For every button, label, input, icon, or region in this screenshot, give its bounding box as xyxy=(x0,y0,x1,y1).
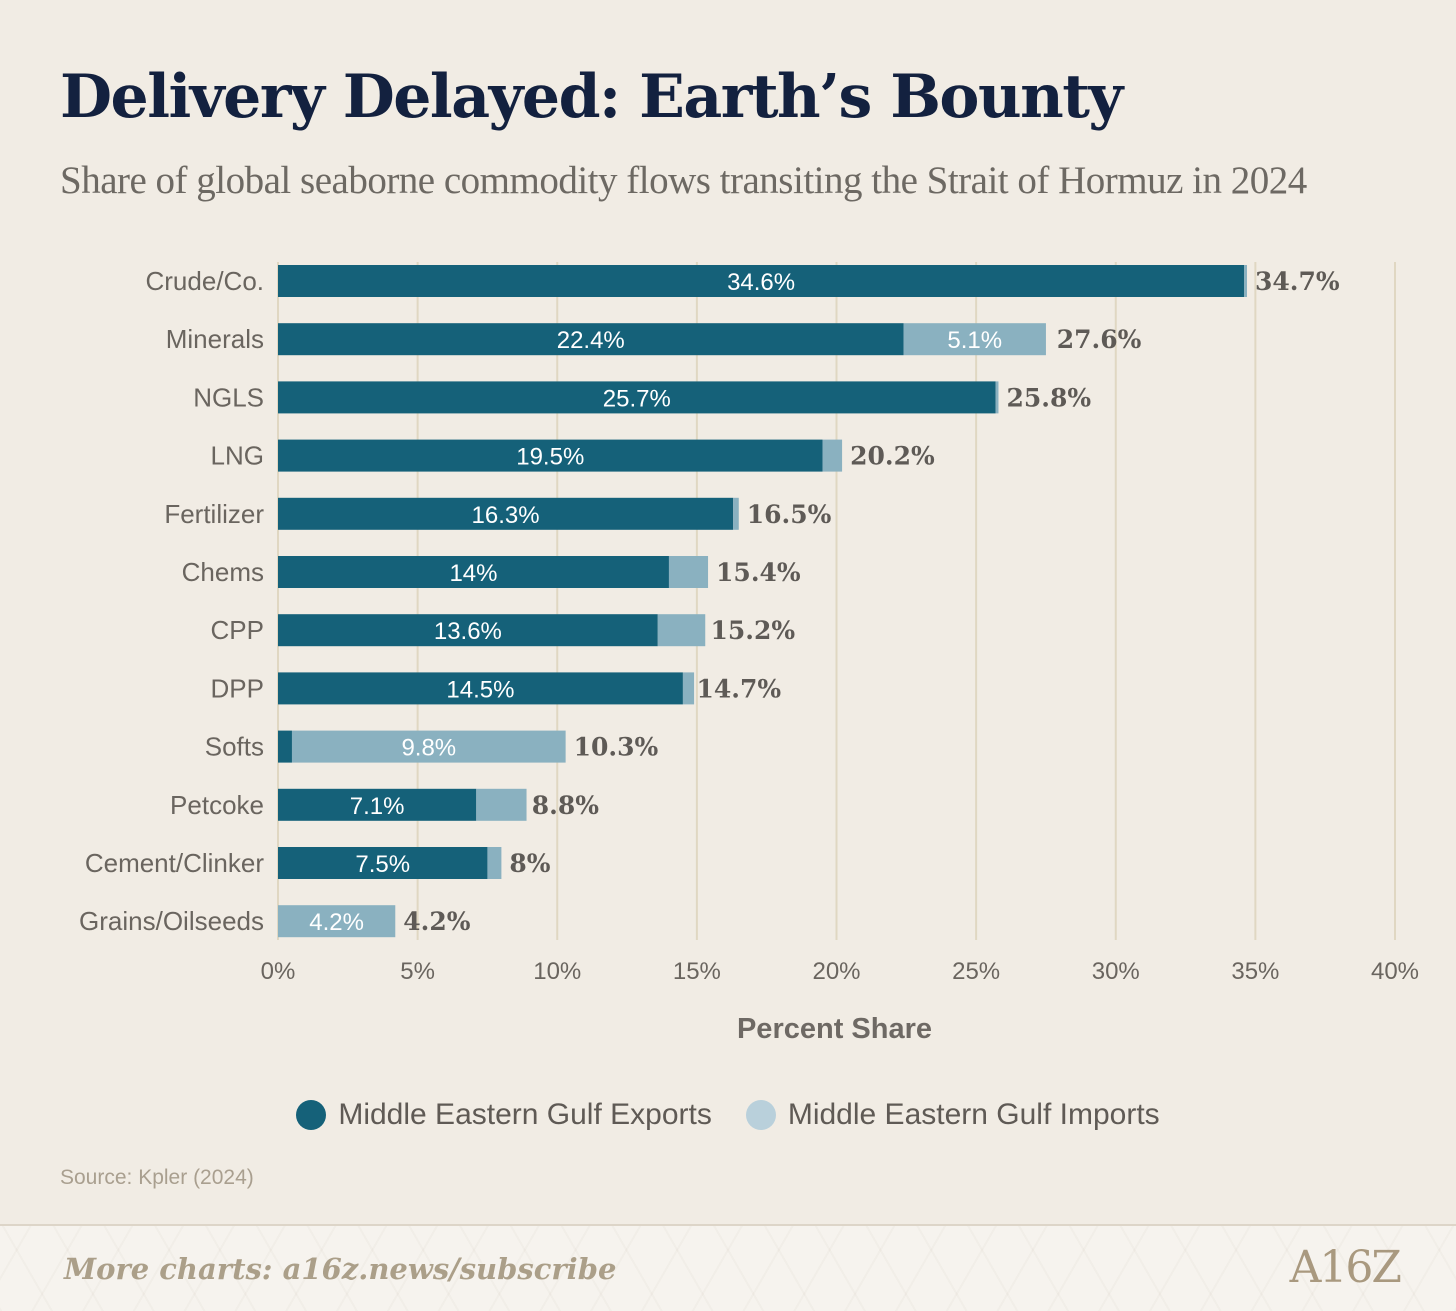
legend-swatch-exports xyxy=(296,1100,327,1130)
x-tick-label: 35% xyxy=(1231,958,1279,985)
x-tick-label: 20% xyxy=(812,958,860,985)
bar-imports xyxy=(995,381,999,414)
legend-label-imports: Middle Eastern Gulf Imports xyxy=(787,1098,1160,1131)
bar-imports xyxy=(487,847,502,879)
bar-imports xyxy=(657,614,706,647)
category-label: Crude/Co. xyxy=(146,266,265,296)
total-label: 25.8% xyxy=(1006,383,1091,412)
x-tick-label: 40% xyxy=(1371,958,1419,985)
a16z-logo: A16Z xyxy=(1289,1242,1402,1293)
bar-exports xyxy=(278,614,658,647)
category-label: Cement/Clinker xyxy=(85,848,265,878)
category-label: NGLS xyxy=(193,382,264,412)
bar-exports xyxy=(278,556,669,588)
bar-label-exports: 22.4% xyxy=(557,327,625,354)
subscribe-link[interactable]: More charts: a16z.news/subscribe xyxy=(64,1252,617,1286)
bar-exports xyxy=(278,439,823,472)
total-label: 15.2% xyxy=(710,616,795,645)
x-tick-label: 15% xyxy=(673,958,721,985)
total-label: 15.4% xyxy=(716,558,801,587)
x-axis-title: Percent Share xyxy=(737,1013,932,1045)
bar-label-exports: 7.1% xyxy=(350,793,405,820)
bar-imports xyxy=(291,730,566,763)
legend: Middle Eastern Gulf Exports Middle Easte… xyxy=(0,1092,1456,1138)
bar-label-exports: 16.3% xyxy=(472,502,540,529)
chart-title: Delivery Delayed: Earth’s Bounty xyxy=(60,62,1123,132)
category-label: DPP xyxy=(211,673,264,703)
x-tick-label: 10% xyxy=(533,958,581,985)
total-label: 20.2% xyxy=(850,442,935,471)
bar-exports xyxy=(278,788,477,821)
footer: More charts: a16z.news/subscribe A16Z xyxy=(0,1224,1456,1311)
bar-label-exports: 7.5% xyxy=(355,851,410,878)
total-label: 8.8% xyxy=(532,791,599,820)
total-label: 27.6% xyxy=(1057,325,1142,354)
bar-imports xyxy=(278,905,396,938)
category-label: Fertilizer xyxy=(164,499,264,529)
bar-label-exports: 13.6% xyxy=(434,618,502,645)
bar-imports xyxy=(668,556,709,588)
x-tick-label: 5% xyxy=(400,958,435,985)
legend-item-exports: Middle Eastern Gulf Exports xyxy=(296,1098,712,1132)
total-label: 4.2% xyxy=(403,907,470,936)
bar-label-imports: 5.1% xyxy=(947,327,1002,354)
total-label: 16.5% xyxy=(747,500,832,529)
bar-imports xyxy=(822,439,843,472)
bar-exports xyxy=(278,497,734,530)
total-label: 8% xyxy=(509,849,550,878)
category-label: Petcoke xyxy=(170,790,264,820)
category-label: CPP xyxy=(211,615,264,645)
bar-exports xyxy=(278,730,292,763)
bar-label-exports: 34.6% xyxy=(727,269,795,296)
chart-subtitle: Share of global seaborne commodity flows… xyxy=(60,159,1307,202)
legend-item-imports: Middle Eastern Gulf Imports xyxy=(745,1098,1160,1132)
bar-imports xyxy=(733,497,739,530)
bar-label-exports: 19.5% xyxy=(516,444,584,471)
x-tick-label: 30% xyxy=(1092,958,1140,985)
category-label: Minerals xyxy=(166,324,264,354)
bar-imports xyxy=(1244,265,1247,297)
bar-label-exports: 25.7% xyxy=(603,385,671,412)
source-note: Source: Kpler (2024) xyxy=(60,1166,254,1189)
category-label: Softs xyxy=(205,732,264,762)
x-tick-label: 25% xyxy=(952,958,1000,985)
bar-exports xyxy=(278,672,683,705)
bar-label-imports: 4.2% xyxy=(309,909,364,936)
bar-exports xyxy=(278,381,996,414)
x-tick-label: 0% xyxy=(261,958,296,985)
legend-swatch-imports xyxy=(745,1100,776,1130)
total-label: 34.7% xyxy=(1255,267,1340,296)
bar-imports xyxy=(903,323,1046,356)
bar-imports xyxy=(476,788,527,821)
bar-exports xyxy=(278,847,488,879)
bar-label-exports: 14% xyxy=(449,560,497,587)
bar-chart: 0% 5% 10% 15% 20% 25% 30% 35% 40% Percent Share Cr… xyxy=(79,262,1419,1045)
bar-label-imports: 9.8% xyxy=(401,735,456,762)
bar-exports xyxy=(278,265,1245,297)
category-label: Chems xyxy=(182,557,264,587)
total-label: 14.7% xyxy=(696,674,781,703)
total-label: 10.3% xyxy=(574,733,659,762)
bar-imports xyxy=(682,672,695,705)
bar-exports xyxy=(278,323,904,356)
bar-label-exports: 14.5% xyxy=(446,676,514,703)
category-label: LNG xyxy=(211,441,264,471)
legend-label-exports: Middle Eastern Gulf Exports xyxy=(338,1098,712,1131)
category-label: Grains/Oilseeds xyxy=(79,906,264,936)
